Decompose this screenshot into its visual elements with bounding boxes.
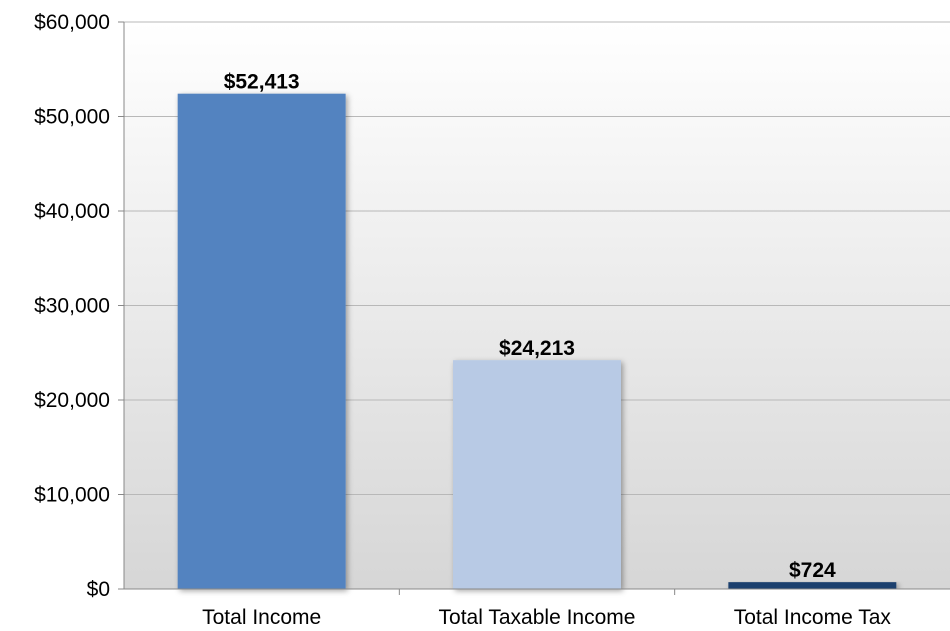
data-label: $52,413 — [224, 71, 300, 94]
x-axis-ticks: Total Income Total Taxable Income Total In… — [202, 589, 891, 629]
x-tick-label: Total Income Tax — [734, 606, 892, 629]
bar — [728, 582, 897, 589]
y-tick-label: $0 — [87, 578, 110, 601]
bar — [177, 93, 346, 590]
y-axis-ticks: $0 $10,000 $20,000 $30,000 $40,000 $50,000 $60… — [34, 11, 124, 601]
bars — [177, 93, 897, 590]
y-tick-label: $30,000 — [34, 295, 110, 318]
x-tick-label: Total Income — [202, 606, 321, 629]
data-label: $24,213 — [499, 337, 575, 360]
y-tick-label: $50,000 — [34, 106, 110, 129]
y-tick-label: $20,000 — [34, 389, 110, 412]
bar — [453, 360, 621, 589]
y-tick-label: $60,000 — [34, 11, 110, 34]
y-tick-label: $40,000 — [34, 200, 110, 223]
data-label: $724 — [789, 559, 836, 582]
x-tick-label: Total Taxable Income — [439, 606, 636, 629]
y-tick-label: $10,000 — [34, 484, 110, 507]
data-labels: $52,413 $24,213 $724 — [224, 71, 836, 582]
